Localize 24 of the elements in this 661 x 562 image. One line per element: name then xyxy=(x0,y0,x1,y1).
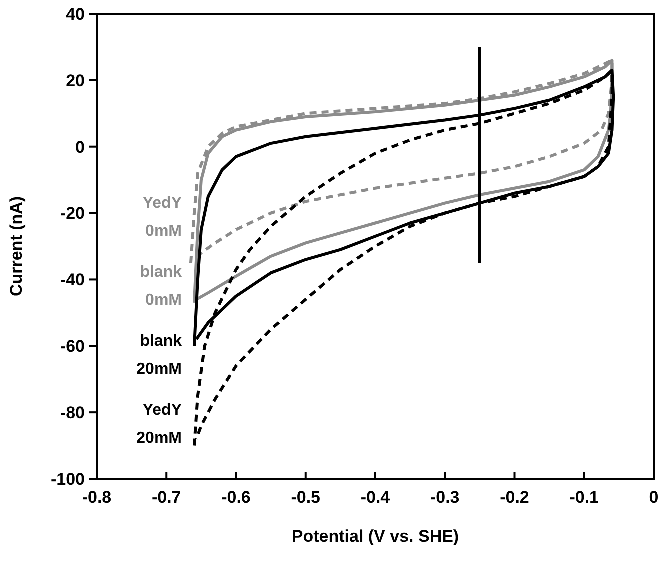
x-tick-label: -0.1 xyxy=(570,488,600,507)
y-tick-label: -60 xyxy=(60,337,85,356)
x-tick-label: -0.2 xyxy=(500,488,530,507)
series-label: YedY 20mM xyxy=(136,402,182,447)
y-tick-label: -40 xyxy=(60,270,85,290)
x-tick-label: -0.3 xyxy=(430,488,460,507)
line-series xyxy=(192,59,614,304)
x-tick-label: -0.8 xyxy=(82,488,112,507)
x-tick-label: -0.7 xyxy=(152,488,182,507)
y-axis-title: Current (nA) xyxy=(7,196,26,297)
x-tick-label: 0 xyxy=(649,488,659,507)
y-tick-label: 0 xyxy=(76,138,85,157)
x-tick-label: -0.6 xyxy=(222,488,251,507)
y-tick-label: 40 xyxy=(66,4,85,24)
x-axis-title: Potential (V vs. SHE) xyxy=(292,527,460,546)
y-tick-label: -100 xyxy=(50,470,85,489)
series-label: blank 20mM xyxy=(136,333,182,378)
x-tick-label: -0.4 xyxy=(360,488,391,507)
y-tick-label: 20 xyxy=(66,71,85,90)
y-tick-label: -20 xyxy=(60,204,85,224)
series-label: blank 0mM xyxy=(140,264,182,309)
x-tick-label: -0.5 xyxy=(291,488,321,507)
series-label: YedY 0mM xyxy=(142,195,182,240)
y-tick-label: -80 xyxy=(60,404,85,423)
